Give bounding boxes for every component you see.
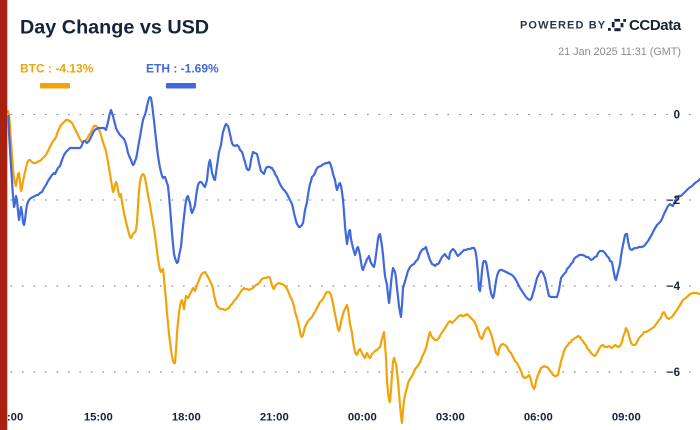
svg-text:09:00: 09:00 <box>612 412 641 424</box>
svg-text:POWERED BY: POWERED BY <box>520 20 606 32</box>
svg-text:−4: −4 <box>667 281 681 293</box>
svg-text:Day Change vs USD: Day Change vs USD <box>20 17 209 39</box>
svg-text:ETH : -1.69%: ETH : -1.69% <box>146 62 219 76</box>
svg-text:03:00: 03:00 <box>436 412 465 424</box>
svg-text:−2: −2 <box>667 195 680 207</box>
svg-text:21:00: 21:00 <box>260 412 289 424</box>
svg-text:15:00: 15:00 <box>84 412 113 424</box>
svg-text:0: 0 <box>674 110 680 122</box>
svg-text:−6: −6 <box>667 367 680 379</box>
svg-text:18:00: 18:00 <box>172 412 201 424</box>
svg-text:00:00: 00:00 <box>348 412 377 424</box>
svg-text:06:00: 06:00 <box>524 412 553 424</box>
svg-text:BTC : -4.13%: BTC : -4.13% <box>20 62 94 76</box>
svg-text:CCData: CCData <box>629 17 682 34</box>
svg-text:21 Jan 2025 11:31 (GMT): 21 Jan 2025 11:31 (GMT) <box>558 46 681 58</box>
